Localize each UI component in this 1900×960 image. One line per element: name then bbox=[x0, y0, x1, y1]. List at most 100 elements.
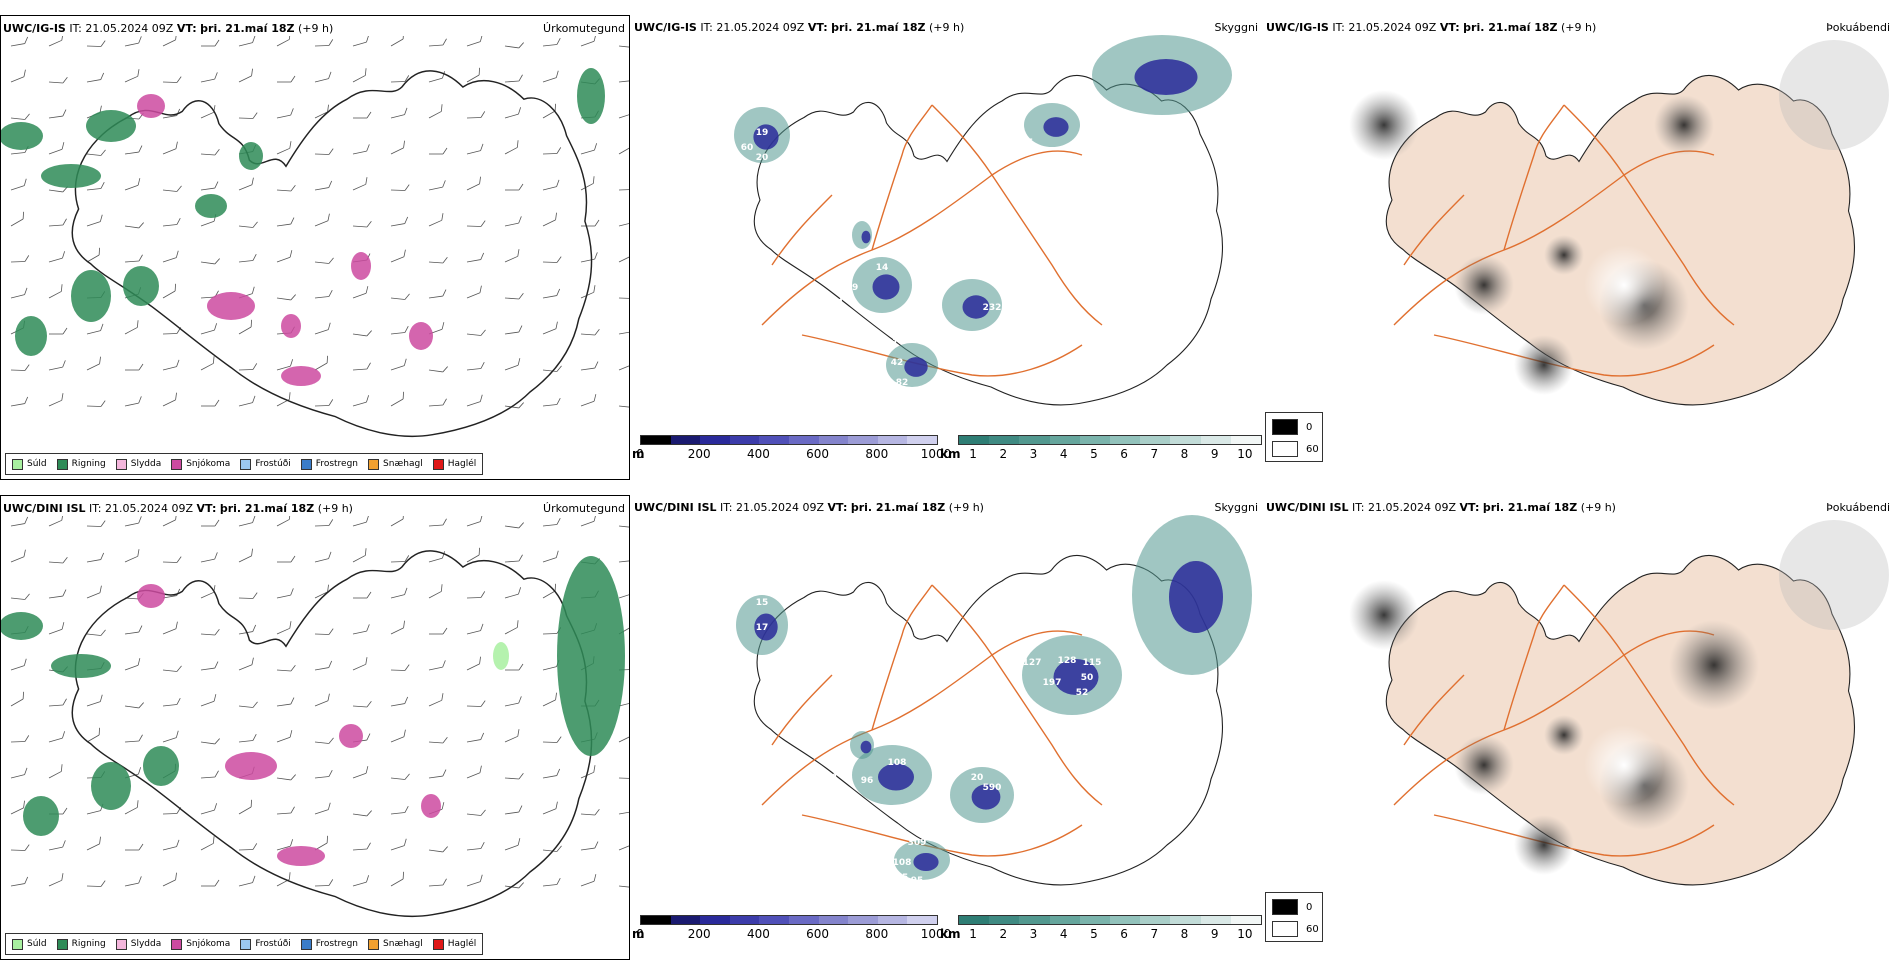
wind-barb bbox=[391, 664, 409, 671]
wind-barb bbox=[505, 292, 523, 299]
legend-label: Haglél bbox=[448, 939, 477, 949]
wind-barb bbox=[426, 104, 445, 118]
ceiling-label: 12 bbox=[836, 798, 849, 808]
wind-barb bbox=[10, 517, 29, 526]
wind-barb bbox=[275, 141, 294, 154]
wind-barb bbox=[467, 111, 485, 118]
wind-barb bbox=[162, 360, 181, 370]
wind-barb bbox=[47, 251, 66, 262]
wind-barb bbox=[428, 180, 447, 190]
wind-barb bbox=[616, 729, 630, 742]
wind-barb bbox=[504, 696, 523, 706]
wind-barb bbox=[352, 144, 371, 154]
ceiling-label: 89 bbox=[926, 253, 939, 263]
wind-barb bbox=[391, 292, 410, 300]
wind-barb bbox=[580, 252, 599, 262]
colorbar-tick-label: 200 bbox=[688, 927, 711, 941]
wind-barb bbox=[9, 659, 28, 670]
wind-barb bbox=[464, 548, 483, 562]
legend-item: Snæhagl bbox=[368, 939, 423, 950]
wind-barb bbox=[236, 69, 255, 82]
colorbar-tick-label: 8 bbox=[1181, 447, 1189, 461]
precip-area bbox=[339, 724, 363, 748]
wind-barb bbox=[429, 844, 448, 852]
legend-swatch bbox=[116, 459, 127, 470]
legend-swatch bbox=[240, 459, 251, 470]
colorbar-segment bbox=[1140, 436, 1170, 444]
wind-barb bbox=[618, 325, 630, 334]
colorbar-segment bbox=[1019, 436, 1049, 444]
wind-barb bbox=[125, 844, 143, 850]
colorbar-segment bbox=[1019, 916, 1049, 924]
wind-barb bbox=[47, 516, 66, 526]
wind-barb bbox=[87, 400, 105, 407]
wind-barb bbox=[11, 592, 30, 600]
wind-barb bbox=[618, 805, 630, 814]
precip-area bbox=[351, 252, 371, 280]
wind-barb bbox=[503, 358, 522, 370]
fog-panel-row2: UWC/DINI ISL IT: 21.05.2024 09Z VT: þri.… bbox=[1264, 495, 1894, 960]
wind-barb bbox=[201, 771, 219, 778]
wind-barb bbox=[199, 803, 218, 814]
legend-item: Frostregn bbox=[301, 459, 358, 470]
colorbar-segment bbox=[878, 436, 908, 444]
wind-barb bbox=[125, 700, 144, 708]
legend-swatch bbox=[116, 939, 127, 950]
wind-barb bbox=[239, 700, 258, 708]
colorbar-tick-label: 8 bbox=[1181, 927, 1189, 941]
wind-barb bbox=[238, 734, 257, 742]
wind-barb bbox=[315, 519, 333, 526]
legend-label: Súld bbox=[27, 459, 47, 469]
legend-label: Rigning bbox=[72, 459, 106, 469]
sea-fog-area bbox=[1779, 520, 1889, 630]
wind-barb bbox=[540, 693, 559, 706]
ceiling-label: 82 bbox=[896, 378, 909, 388]
colorbar-segment bbox=[759, 436, 789, 444]
wind-barb bbox=[429, 148, 447, 154]
legend-item: Frostregn bbox=[301, 939, 358, 950]
low-ceiling-core bbox=[1043, 117, 1068, 137]
wind-barb bbox=[580, 362, 599, 370]
precip-area bbox=[207, 292, 255, 320]
wind-barb bbox=[428, 660, 447, 670]
wind-barb bbox=[502, 620, 521, 634]
legend-swatch bbox=[368, 459, 379, 470]
wind-barb bbox=[236, 549, 255, 562]
colorbar-tick-label: 10 bbox=[1237, 927, 1252, 941]
colorbar-segment bbox=[848, 436, 878, 444]
legend-label: Snæhagl bbox=[383, 939, 423, 949]
ceiling-label: 52 bbox=[1076, 688, 1089, 698]
precip-area bbox=[557, 556, 625, 756]
wind-barb bbox=[201, 400, 219, 406]
coastline bbox=[72, 71, 591, 436]
colorbar-segment bbox=[730, 916, 760, 924]
wind-barb bbox=[505, 555, 523, 562]
wind-barb bbox=[161, 142, 180, 154]
wind-barb bbox=[125, 220, 144, 228]
colorbar-tick-label: 0 bbox=[636, 927, 644, 941]
colorbar-tick-label: 400 bbox=[747, 927, 770, 941]
wind-barb bbox=[618, 216, 630, 226]
wind-barb bbox=[274, 36, 293, 46]
precip-area bbox=[86, 110, 136, 142]
legend-swatch bbox=[433, 459, 444, 470]
wind-barb bbox=[48, 360, 67, 370]
wind-barb bbox=[504, 326, 523, 334]
colorbar-segment bbox=[759, 916, 789, 924]
colorbar-segment bbox=[1080, 436, 1110, 444]
wind-barb bbox=[198, 356, 217, 370]
wind-barb bbox=[388, 392, 407, 406]
precip-area bbox=[123, 266, 159, 306]
legend-item: Slydda bbox=[116, 939, 161, 950]
wind-barb bbox=[84, 248, 103, 262]
wind-barb bbox=[352, 624, 371, 634]
wind-barb bbox=[542, 518, 561, 526]
coastline bbox=[754, 75, 1222, 404]
wind-barb bbox=[238, 876, 257, 886]
panel-title: Skyggni bbox=[1215, 21, 1258, 34]
wind-barb bbox=[542, 38, 561, 46]
legend-label: Frostregn bbox=[316, 939, 358, 949]
wind-barb bbox=[465, 875, 484, 886]
